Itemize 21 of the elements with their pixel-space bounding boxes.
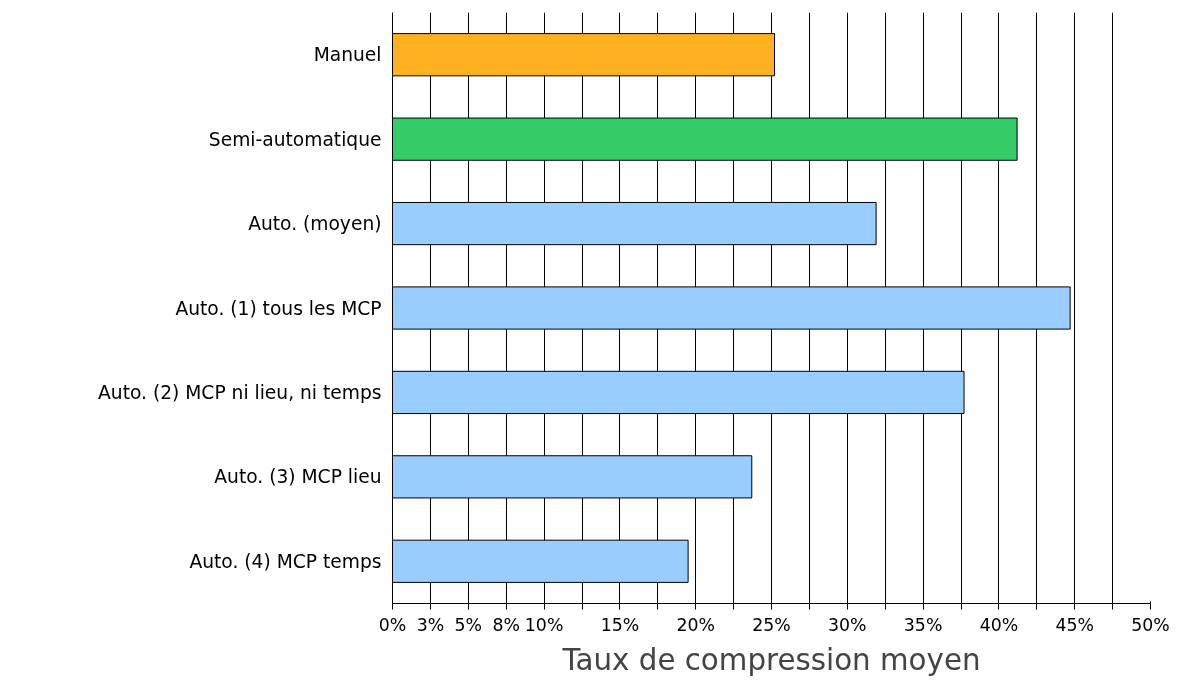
y-tick-label: Auto. (3) MCP lieu bbox=[214, 466, 382, 488]
x-tick-label: 15% bbox=[600, 614, 640, 635]
x-tick-label: 35% bbox=[903, 614, 943, 635]
y-tick-label: Manuel bbox=[313, 44, 382, 66]
x-tick-label: 20% bbox=[676, 614, 715, 635]
x-tick-label: 3% bbox=[416, 614, 445, 635]
x-tick-label: 50% bbox=[1131, 614, 1170, 635]
y-tick-label: Auto. (2) MCP ni lieu, ni temps bbox=[98, 381, 382, 403]
y-tick-label: Auto. (4) MCP temps bbox=[189, 550, 382, 572]
x-tick-label: 30% bbox=[828, 614, 867, 635]
x-tick-label: 8% bbox=[492, 614, 520, 635]
x-tick-label: 10% bbox=[524, 614, 564, 635]
x-tick-label: 0% bbox=[378, 614, 407, 635]
y-tick-label: Auto. (1) tous les MCP bbox=[175, 297, 382, 319]
x-axis-title: Taux de compression moyen bbox=[561, 642, 981, 677]
x-tick-label: 40% bbox=[979, 614, 1019, 635]
x-tick-label: 25% bbox=[752, 614, 791, 635]
x-tick-label: 45% bbox=[1055, 614, 1094, 635]
x-tick-label: 5% bbox=[454, 614, 483, 635]
y-tick-label: Semi-automatique bbox=[208, 128, 382, 150]
y-tick-label: Auto. (moyen) bbox=[248, 213, 382, 235]
